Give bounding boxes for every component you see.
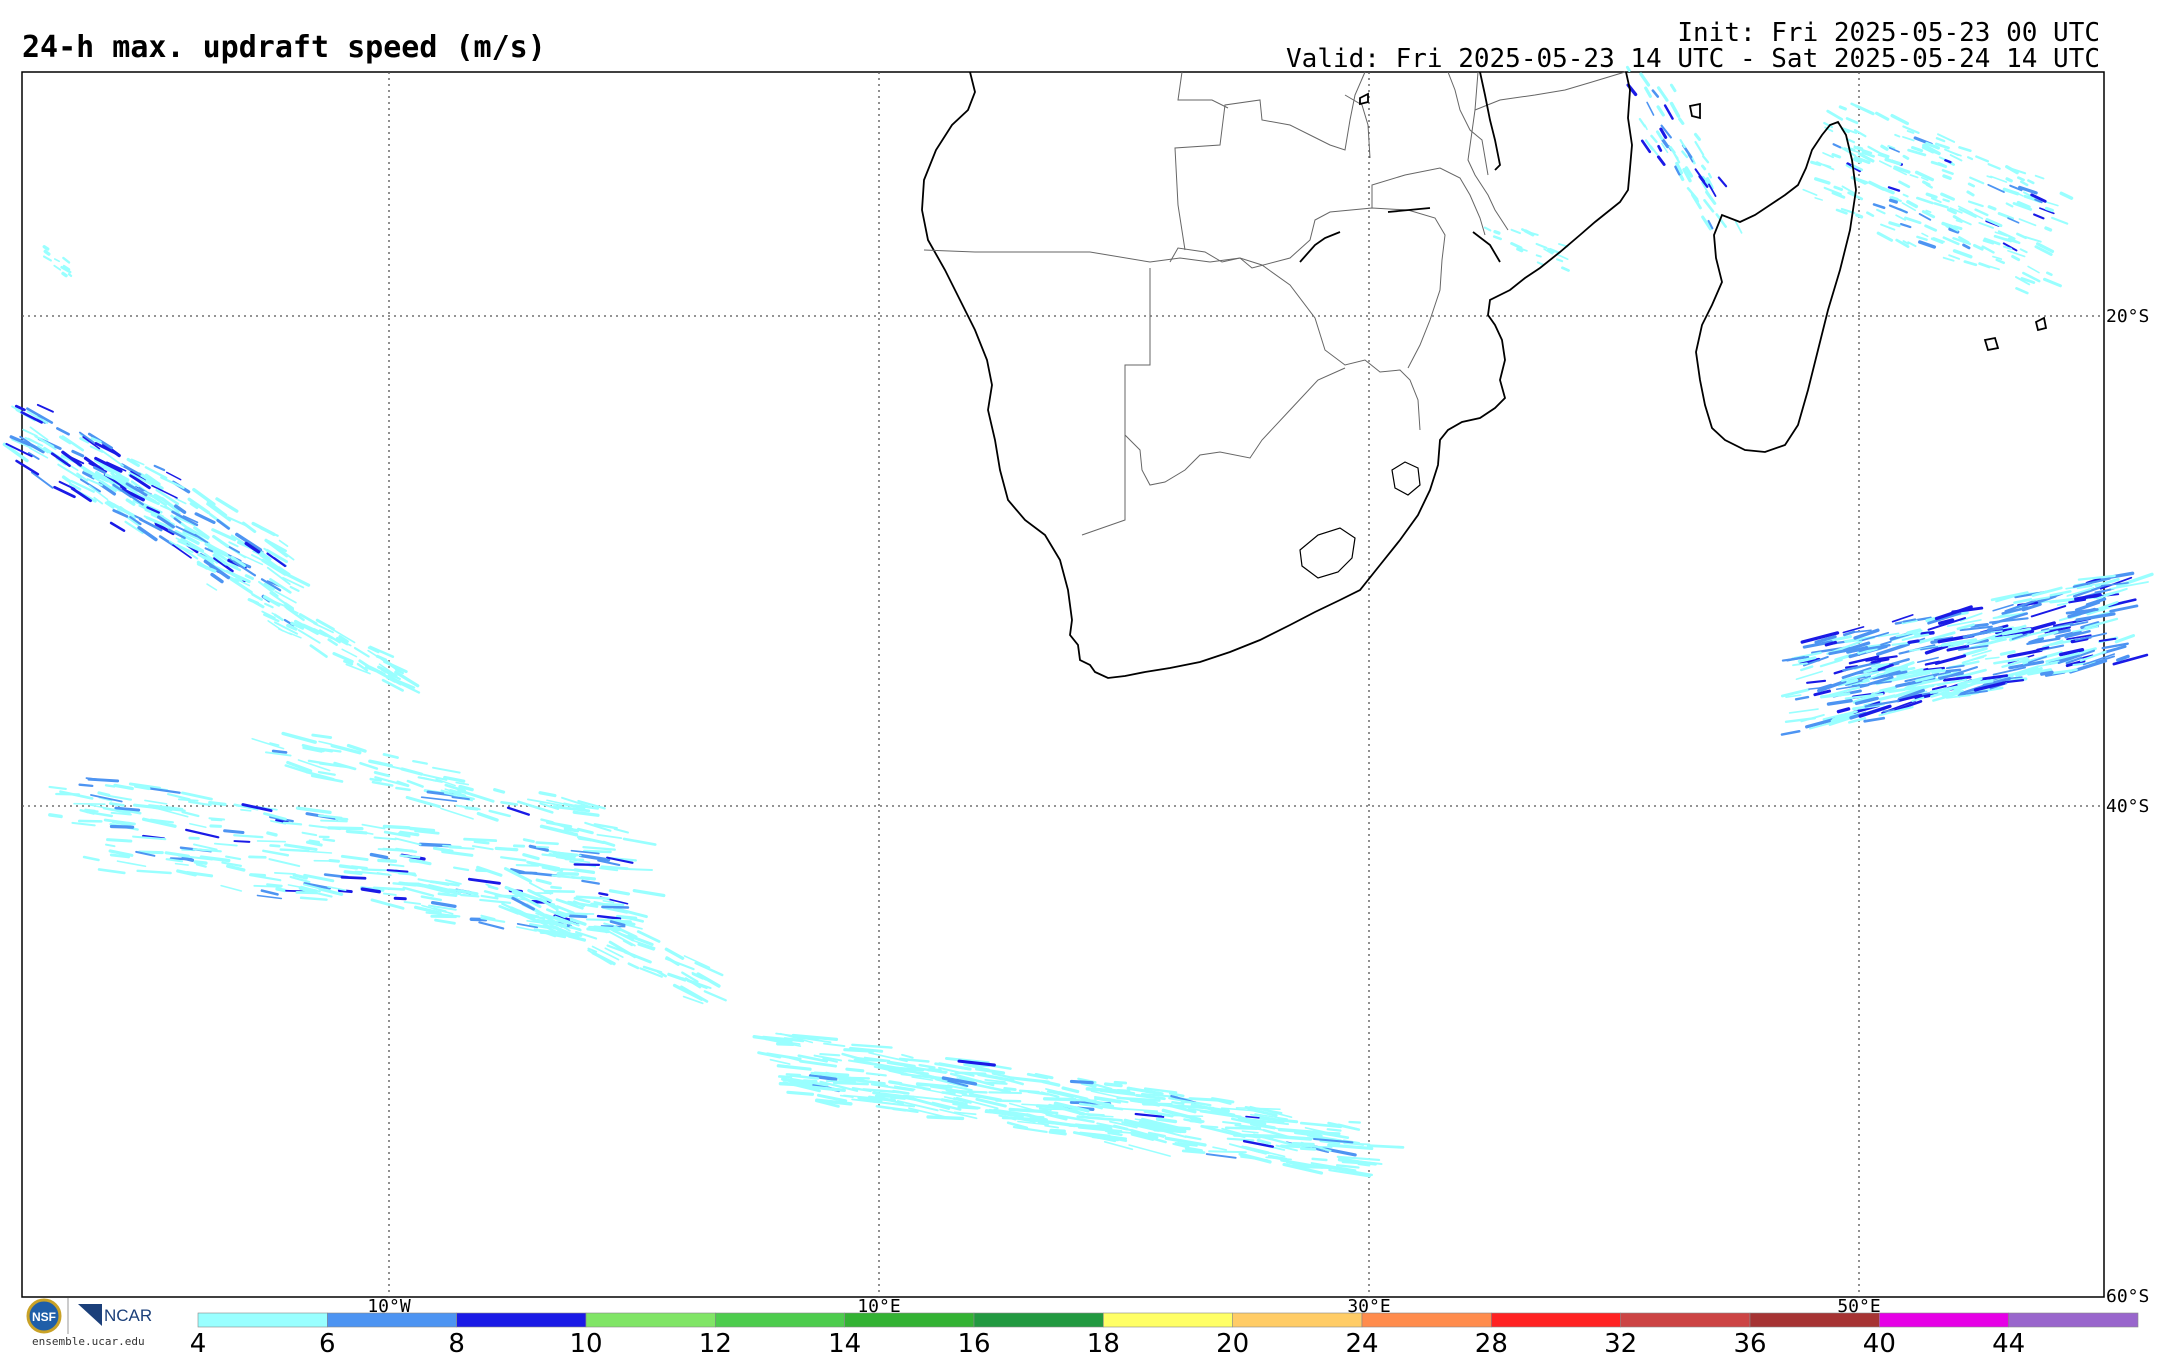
colorbar-swatch	[1491, 1312, 1621, 1328]
colorbar-swatch	[1361, 1312, 1492, 1328]
eswatini-border	[1391, 461, 1421, 496]
colorbar-swatch	[2008, 1312, 2139, 1328]
colorbar-tick-label: 28	[1475, 1329, 1508, 1354]
colorbar-tick-label: 6	[319, 1329, 336, 1354]
lon-label-50e: 50°E	[1837, 1296, 1880, 1317]
lon-label-10e: 10°E	[857, 1296, 900, 1317]
nsf-logo-icon	[26, 1298, 62, 1334]
colorbar-swatch	[456, 1312, 587, 1328]
logo-block: NSF	[26, 1298, 102, 1334]
colorbar-tick-label: 40	[1863, 1329, 1896, 1354]
colorbar-swatch	[585, 1312, 716, 1328]
colorbar-swatch	[1749, 1312, 1880, 1328]
colorbar-tick-label: 20	[1216, 1329, 1249, 1354]
madagascar-coastline	[1695, 120, 1857, 453]
lakes	[1299, 71, 2048, 352]
colorbar-swatch	[197, 1312, 328, 1328]
colorbar-tick-label: 18	[1087, 1329, 1120, 1354]
init-time: Init: Fri 2025-05-23 00 UTC	[1677, 18, 2100, 48]
colorbar-tick-label: 10	[569, 1329, 602, 1354]
colorbar-tick-label: 44	[1992, 1329, 2025, 1354]
colorbar-swatch	[1103, 1312, 1233, 1328]
colorbar-tick-label: 4	[190, 1329, 207, 1354]
lon-label-10w: 10°W	[367, 1296, 411, 1317]
colorbar-swatch	[1879, 1312, 2009, 1328]
colorbar-swatch	[1232, 1312, 1363, 1328]
colorbar-swatch	[715, 1312, 845, 1328]
colorbar-tick-label: 24	[1345, 1329, 1378, 1354]
colorbar-tick-label: 32	[1604, 1329, 1637, 1354]
nsf-logo-text: NSF	[32, 1310, 56, 1324]
country-borders	[923, 71, 1626, 536]
colorbar-swatch	[973, 1312, 1104, 1328]
colorbar-tick-label: 16	[957, 1329, 990, 1354]
updraft-field	[2, 65, 2154, 1178]
lat-label-60s: 60°S	[2106, 1286, 2149, 1307]
lon-gridlines	[388, 72, 1860, 1297]
colorbar-tick-label: 36	[1733, 1329, 1766, 1354]
colorbar-swatch	[844, 1312, 975, 1328]
lon-label-30e: 30°E	[1347, 1296, 1390, 1317]
ncar-logo-label: NCAR	[104, 1306, 153, 1325]
lat-gridlines	[22, 315, 2104, 807]
lesotho-border	[1299, 527, 1356, 579]
lat-label-20s: 20°S	[2106, 306, 2149, 327]
colorbar-tick-label: 8	[448, 1329, 465, 1354]
colorbar-swatch	[1620, 1312, 1751, 1328]
colorbar-tick-label: 14	[828, 1329, 861, 1354]
time-info: Init: Fri 2025-05-23 00 UTC Valid: Fri 2…	[1286, 20, 2100, 72]
colorbar: 4 6 8 10 12 14 16 18 20 24 28 32 36 40 44	[190, 1312, 2139, 1354]
site-url: ensemble.ucar.edu	[32, 1335, 145, 1348]
lat-label-40s: 40°S	[2106, 796, 2149, 817]
map-title: 24-h max. updraft speed (m/s)	[22, 30, 546, 65]
colorbar-tick-label: 12	[699, 1329, 732, 1354]
ncar-logo-icon	[78, 1304, 102, 1326]
map-frame	[21, 71, 2105, 1298]
valid-time: Valid: Fri 2025-05-23 14 UTC - Sat 2025-…	[1286, 44, 2100, 74]
colorbar-swatch	[327, 1312, 457, 1328]
africa-coastline	[921, 71, 1633, 679]
